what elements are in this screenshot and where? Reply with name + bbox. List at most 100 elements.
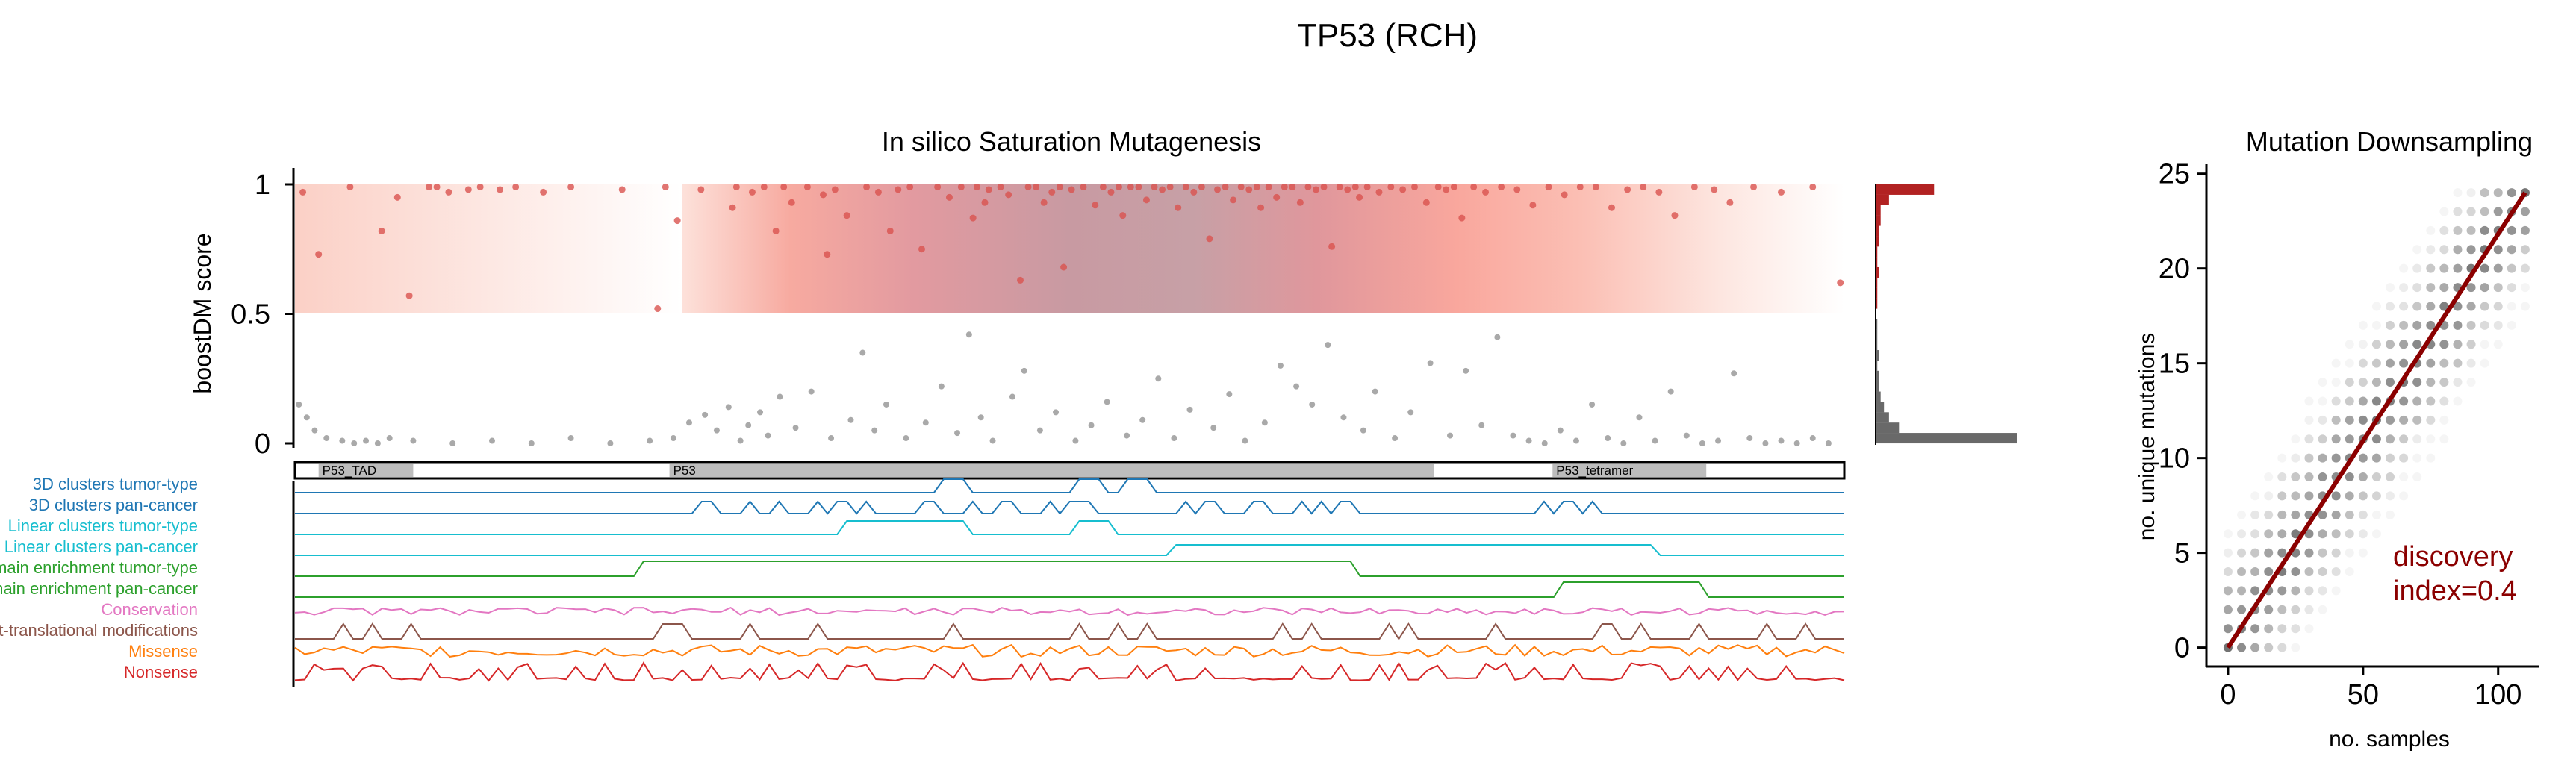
downsampling-point <box>2453 378 2463 387</box>
driver-point <box>973 183 980 190</box>
downsampling-point <box>2439 302 2449 311</box>
track-label: Linear clusters pan-cancer <box>4 537 198 556</box>
driver-point <box>1182 183 1189 190</box>
downsampling-point <box>2304 396 2314 406</box>
driver-point <box>1351 183 1359 190</box>
downsampling-point <box>2412 396 2422 406</box>
downsampling-point <box>2291 586 2300 596</box>
driver-point <box>1450 183 1457 190</box>
downsampling-point <box>2507 302 2516 311</box>
downsampling-point <box>2453 302 2463 311</box>
driver-point <box>918 246 926 253</box>
downsampling-point <box>2466 302 2476 311</box>
downsampling-point <box>2291 605 2300 614</box>
driver-point <box>1410 183 1418 190</box>
downsampling-point <box>2520 245 2530 255</box>
passenger-point <box>859 349 866 356</box>
passenger-point <box>1447 432 1454 439</box>
downsampling-panel: Mutation Downsampling no. samples no. un… <box>2135 126 2539 752</box>
driver-point <box>393 193 401 201</box>
passenger-point <box>1478 422 1485 428</box>
track-line <box>295 520 1844 535</box>
downsampling-point <box>2277 605 2287 614</box>
track-label: Domain enrichment tumor-type <box>0 558 198 577</box>
passenger-point <box>303 414 310 421</box>
track-label: Post-translational modifications <box>0 621 198 640</box>
downsampling-point <box>2237 586 2247 596</box>
passenger-point <box>567 435 574 442</box>
driver-point <box>1142 196 1150 204</box>
histogram-bar <box>1876 422 1900 434</box>
downsampling-point <box>2318 396 2327 406</box>
driver-point <box>299 188 307 196</box>
downsampling-point <box>2480 302 2489 311</box>
driver-point <box>1175 204 1182 211</box>
downsampling-point <box>2466 358 2476 368</box>
domain-label: P53_tetramer <box>1556 464 1633 478</box>
downsampling-point <box>2304 586 2314 596</box>
downsampling-point <box>2304 472 2314 482</box>
driver-point <box>1470 183 1478 190</box>
downsampling-point <box>2426 263 2436 273</box>
figure-title: TP53 (RCH) <box>1297 17 1478 54</box>
passenger-point <box>1088 422 1095 428</box>
downsampling-point <box>2304 453 2314 463</box>
downsampling-point <box>2386 415 2395 425</box>
downsampling-point <box>2399 263 2409 273</box>
downsampling-point <box>2493 188 2503 198</box>
passenger-point <box>1309 401 1316 408</box>
downsampling-point <box>2291 491 2300 501</box>
downsampling-point <box>2520 302 2530 311</box>
passenger-point <box>1226 391 1233 398</box>
histogram-bar <box>1876 184 1935 195</box>
passenger-point <box>1036 427 1043 434</box>
downsampling-point <box>2358 358 2368 368</box>
downsampling-point <box>2345 472 2354 482</box>
track-label: Missense <box>128 642 198 661</box>
downsampling-point <box>2264 567 2274 577</box>
downsampling-point <box>2412 378 2422 387</box>
driver-point <box>1726 199 1734 206</box>
downsampling-point <box>2507 283 2516 293</box>
driver-point <box>1068 186 1075 193</box>
passenger-point <box>777 393 783 400</box>
histogram-bar <box>1876 277 1878 288</box>
driver-score-band <box>295 184 1844 313</box>
track-label: Conservation <box>101 600 198 619</box>
downsampling-point <box>2439 396 2449 406</box>
downsampling-point <box>2277 491 2287 501</box>
passenger-point <box>1155 375 1162 382</box>
downsampling-point <box>2453 396 2463 406</box>
downsampling-point <box>2223 624 2233 634</box>
annotation-line: discovery <box>2393 541 2513 572</box>
driver-point <box>831 186 839 193</box>
downsampling-point <box>2237 605 2247 614</box>
downsampling-point <box>2386 510 2395 519</box>
downsampling-point <box>2412 263 2422 273</box>
downsampling-point <box>2386 378 2395 387</box>
downsampling-point <box>2237 643 2247 652</box>
downsampling-point <box>2264 472 2274 482</box>
driver-point <box>426 183 433 190</box>
driver-point <box>957 183 965 190</box>
downsampling-point <box>2358 491 2368 501</box>
downsampling-point <box>2426 378 2436 387</box>
passenger-point <box>1139 416 1146 423</box>
driver-point <box>1356 193 1363 201</box>
passenger-point <box>1667 388 1674 395</box>
feature-tracks: 3D clusters tumor-type 3D clusters pan-ca… <box>0 475 1845 682</box>
downsampling-point <box>2291 624 2300 634</box>
track-label: Nonsense <box>124 663 198 681</box>
downsampling-point <box>2291 529 2300 539</box>
downsampling-point <box>2412 245 2422 255</box>
downsampling-point <box>2358 396 2368 406</box>
downsampling-point <box>2453 358 2463 368</box>
domain-block <box>318 464 414 477</box>
downsampling-point <box>2466 340 2476 349</box>
passenger-point <box>1746 435 1753 442</box>
histogram-bar <box>1876 194 1889 205</box>
driver-point <box>1119 212 1127 219</box>
downsampling-point <box>2493 302 2503 311</box>
driver-point <box>662 183 669 190</box>
downsampling-point <box>2277 643 2287 652</box>
